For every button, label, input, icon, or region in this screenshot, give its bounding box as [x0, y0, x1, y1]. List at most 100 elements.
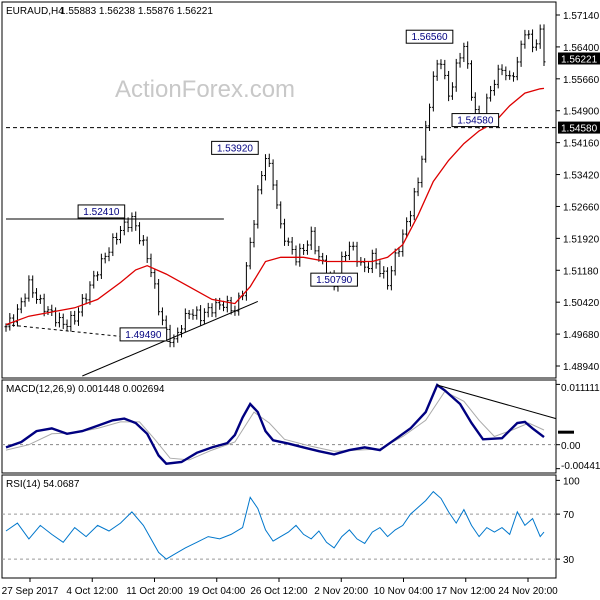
candle — [489, 85, 493, 102]
candle — [8, 313, 12, 331]
candle — [73, 310, 77, 325]
candle — [134, 211, 138, 231]
candle — [363, 258, 367, 273]
candle — [160, 307, 164, 326]
candle — [450, 82, 454, 100]
time-axis-label: 10 Nov 04:00 — [374, 586, 434, 597]
candle — [237, 292, 241, 316]
price-annotation-5: 1.49490 — [119, 327, 168, 342]
candle — [347, 241, 351, 261]
candle — [84, 293, 88, 305]
rsi-axis-label: 30 — [563, 555, 575, 566]
price-axis-label: 1.54160 — [563, 139, 600, 150]
price-axis-label: 1.50420 — [563, 298, 600, 309]
candle — [50, 304, 54, 316]
candle — [447, 70, 451, 102]
candle — [538, 24, 542, 49]
candle — [462, 42, 466, 63]
price-annotation-2: 1.50790 — [310, 272, 358, 287]
candle — [279, 201, 283, 229]
annotation-box — [310, 272, 358, 287]
candle — [492, 79, 496, 96]
candle — [206, 302, 210, 318]
candle — [439, 59, 443, 70]
candle — [76, 307, 80, 326]
candle — [15, 304, 19, 327]
price-annotation-4: 1.54580 — [451, 113, 500, 128]
candle — [35, 288, 39, 304]
time-axis-label: 4 Oct 12:00 — [66, 586, 118, 597]
candle — [118, 225, 122, 244]
candle — [378, 260, 382, 278]
candle — [309, 226, 313, 250]
candle — [19, 297, 23, 314]
price-axis-label: 1.52660 — [563, 202, 600, 213]
candle — [180, 324, 184, 338]
rsi-axis-label: 100 — [563, 476, 580, 487]
candle — [401, 229, 405, 257]
rsi-line — [5, 490, 545, 560]
price-axis-label: 1.51180 — [563, 266, 599, 277]
annotation-label: 1.56560 — [411, 32, 448, 43]
candle — [389, 265, 393, 291]
candle — [290, 236, 294, 255]
candle — [527, 30, 531, 40]
candle — [443, 59, 447, 80]
macd-axis-label: 0.011111 — [561, 383, 600, 394]
candle — [519, 40, 523, 67]
price-panel-title: EURAUD,H4 — [6, 6, 64, 17]
candle — [321, 252, 325, 265]
candle — [252, 219, 256, 248]
rsi-plot — [2, 490, 556, 560]
last-price-tag: 1.56221 — [561, 54, 598, 65]
candle — [344, 251, 348, 262]
time-axis-label: 24 Nov 20:00 — [498, 586, 558, 597]
price-annotation-3: 1.56560 — [405, 29, 454, 44]
candle — [187, 309, 191, 320]
moving-average-line — [5, 87, 545, 326]
candle — [210, 303, 214, 317]
macd-main-line — [5, 383, 545, 465]
axes: 1.57140 1.56400 1.55660 1.54900 1.54160 1.534… — [2, 11, 600, 597]
price-axis-label: 1.51920 — [563, 234, 600, 245]
annotation-label: 1.53920 — [217, 143, 254, 154]
candle — [317, 245, 321, 262]
candle — [454, 58, 458, 92]
candle — [69, 311, 73, 332]
candle — [130, 212, 134, 232]
candle — [57, 312, 61, 328]
macd-trendline-0 — [437, 384, 557, 420]
annotation-box — [77, 204, 126, 219]
candle — [138, 222, 142, 245]
time-axis-label: 11 Oct 20:00 — [126, 586, 183, 597]
candle — [500, 64, 504, 76]
candle — [351, 241, 355, 251]
candle — [38, 294, 42, 304]
candle — [96, 271, 100, 281]
candle — [473, 92, 477, 115]
candle — [466, 41, 470, 69]
candle — [27, 275, 31, 302]
price-axis-label: 1.54900 — [563, 107, 600, 118]
candle — [88, 281, 92, 305]
candle — [218, 297, 222, 310]
price-axis-label: 1.48940 — [563, 362, 600, 373]
candle — [515, 56, 519, 81]
candle — [244, 262, 248, 301]
price-axis-label: 1.49680 — [563, 330, 600, 341]
last-price-tag-box — [558, 52, 600, 65]
time-axis-label: 2 Nov 20:00 — [314, 586, 368, 597]
candle — [542, 24, 546, 66]
candle — [424, 120, 428, 163]
time-axis-label: 26 Oct 12:00 — [250, 586, 308, 597]
candle — [191, 309, 195, 320]
candle — [374, 248, 378, 269]
candle — [523, 29, 527, 49]
candle — [126, 217, 130, 233]
candle — [294, 245, 298, 266]
candle — [298, 243, 302, 267]
candle — [115, 232, 119, 245]
candle — [225, 295, 229, 313]
candle — [145, 236, 149, 263]
